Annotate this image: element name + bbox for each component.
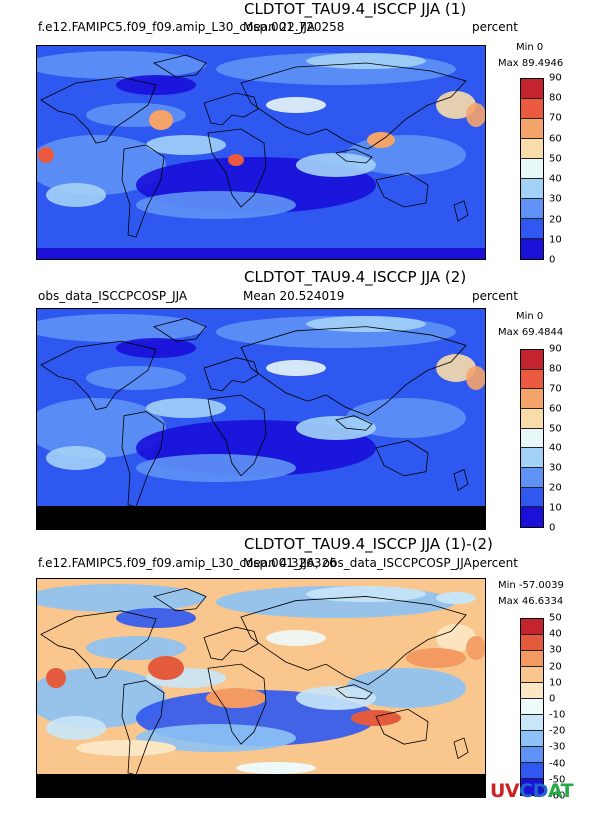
difference-case-label: f.e12.FAMIPC5.f09_f09.amip_L30_cosp.001_…: [38, 556, 472, 570]
units-label: percent: [472, 289, 518, 303]
max-value: Max 46.6334: [498, 596, 564, 607]
colorbar-swatch: [521, 118, 543, 139]
min-value: Min -57.0039: [498, 580, 564, 591]
colorbar-swatch: [521, 79, 543, 99]
colorbar-swatch: [521, 369, 543, 390]
map-field: [36, 308, 486, 530]
colorbar-tick-label: -40: [549, 758, 566, 770]
colorbar-tick-label: -20: [549, 725, 566, 737]
colorbar-swatch: [521, 635, 543, 651]
colorbar-tick-label: 0: [549, 522, 556, 534]
colorbar-tick-label: 60: [549, 403, 562, 415]
map-field: [36, 578, 486, 798]
colorbar-tick-label: -10: [549, 709, 566, 721]
colorbar: [520, 78, 544, 260]
colorbar-swatch: [521, 178, 543, 199]
units-label: percent: [472, 556, 518, 570]
colorbar-swatch: [521, 138, 543, 159]
colorbar-swatch: [521, 779, 543, 795]
mean-value: Mean 20.524019: [243, 289, 345, 303]
colorbar-tick-label: 50: [549, 612, 562, 624]
panel-title: CLDTOT_TAU9.4_ISCCP JJA (1): [244, 0, 467, 18]
map-plot: [36, 578, 486, 798]
uvcdat-logo: UVCDAT: [490, 780, 574, 802]
coastlines: [40, 587, 469, 776]
min-value: Min 0: [516, 42, 544, 53]
colorbar-tick-label: 20: [549, 482, 562, 494]
colorbar-swatch: [521, 667, 543, 683]
colorbar-tick-label: 70: [549, 383, 562, 395]
min-value: Min 0: [516, 311, 544, 322]
obs-case-label: obs_data_ISCCPCOSP_JJA: [38, 289, 188, 303]
colorbar-swatch: [521, 651, 543, 667]
colorbar-swatch: [521, 238, 543, 259]
colorbar-swatch: [521, 448, 543, 468]
colorbar-tick-label: 60: [549, 133, 562, 145]
coastlines: [40, 317, 469, 508]
model-case-label: f.e12.FAMIPC5.f09_f09.amip_L30_cosp.001_…: [38, 20, 315, 34]
colorbar: [520, 618, 544, 796]
colorbar-tick-label: 80: [549, 363, 562, 375]
colorbar-swatch: [521, 715, 543, 731]
colorbar-tick-label: 30: [549, 462, 562, 474]
colorbar-tick-label: 80: [549, 92, 562, 104]
map-field: [36, 45, 486, 260]
colorbar-swatch: [521, 763, 543, 779]
colorbar-tick-label: 10: [549, 234, 562, 246]
colorbar-tick-label: 10: [549, 677, 562, 689]
colorbar-tick-label: 30: [549, 644, 562, 656]
colorbar-tick-label: 40: [549, 628, 562, 640]
colorbar-tick-label: -60: [549, 790, 566, 802]
panel-title: CLDTOT_TAU9.4_ISCCP JJA (1)-(2): [244, 535, 493, 553]
colorbar-tick-label: 50: [549, 423, 562, 435]
colorbar-swatch: [521, 218, 543, 239]
colorbar-tick-label: 40: [549, 442, 562, 454]
colorbar-swatch: [521, 507, 543, 527]
panel-1: CLDTOT_TAU9.4_ISCCP JJA (1) f.e12.FAMIPC…: [0, 0, 606, 270]
colorbar: [520, 349, 544, 528]
colorbar-swatch: [521, 467, 543, 488]
colorbar-tick-label: 20: [549, 661, 562, 673]
max-value: Max 89.4946: [498, 58, 564, 69]
colorbar-tick-label: 90: [549, 343, 562, 355]
map-plot: [36, 308, 486, 530]
units-label: percent: [472, 20, 518, 34]
colorbar-tick-label: 20: [549, 214, 562, 226]
colorbar-swatch: [521, 747, 543, 763]
colorbar-swatch: [521, 683, 543, 699]
colorbar-swatch: [521, 487, 543, 508]
colorbar-tick-label: 30: [549, 193, 562, 205]
colorbar-swatch: [521, 158, 543, 179]
panel-title: CLDTOT_TAU9.4_ISCCP JJA (2): [244, 268, 467, 286]
colorbar-swatch: [521, 699, 543, 715]
colorbar-tick-label: 40: [549, 173, 562, 185]
colorbar-swatch: [521, 198, 543, 219]
colorbar-tick-label: 50: [549, 153, 562, 165]
colorbar-swatch: [521, 350, 543, 370]
colorbar-swatch: [521, 98, 543, 119]
coastlines: [40, 54, 469, 238]
max-value: Max 69.4844: [498, 327, 564, 338]
colorbar-swatch: [521, 428, 543, 449]
panel-2: CLDTOT_TAU9.4_ISCCP JJA (2) obs_data_ISC…: [0, 268, 606, 538]
colorbar-tick-label: 0: [549, 254, 556, 266]
colorbar-tick-label: -30: [549, 741, 566, 753]
colorbar-swatch: [521, 731, 543, 747]
mean-value: Mean 4.326326: [243, 556, 337, 570]
colorbar-swatch: [521, 389, 543, 409]
colorbar-tick-label: 10: [549, 502, 562, 514]
colorbar-tick-label: 90: [549, 72, 562, 84]
colorbar-tick-label: 70: [549, 112, 562, 124]
map-plot: [36, 45, 486, 260]
colorbar-tick-label: -50: [549, 774, 566, 786]
panel-3: CLDTOT_TAU9.4_ISCCP JJA (1)-(2) f.e12.FA…: [0, 535, 606, 814]
mean-value: Mean 22.720258: [243, 20, 345, 34]
colorbar-swatch: [521, 619, 543, 635]
colorbar-swatch: [521, 408, 543, 429]
colorbar-tick-label: 0: [549, 693, 556, 705]
